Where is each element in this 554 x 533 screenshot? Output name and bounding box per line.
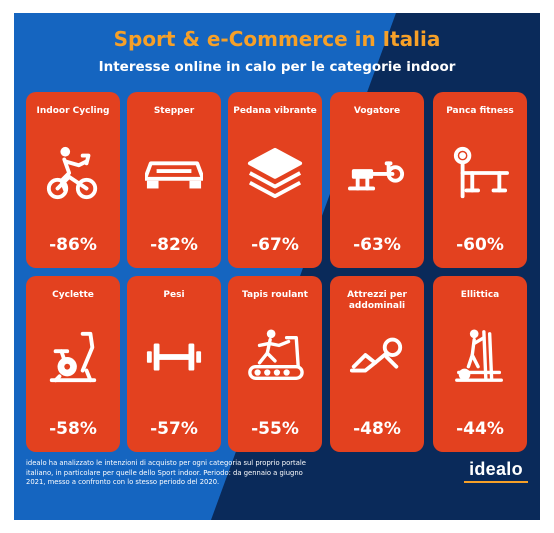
- rowing-machine-icon: [348, 161, 405, 191]
- stepper-icon: [145, 161, 203, 189]
- card-cyclette: Cyclette -58%: [26, 276, 120, 452]
- abs-equipment-icon: [349, 337, 403, 373]
- card-pedana-vibrante: Pedana vibrante -67%: [228, 92, 322, 268]
- treadmill-icon: [248, 329, 304, 380]
- page-subtitle: Interesse online in calo per le categori…: [98, 59, 456, 75]
- elliptical-icon: [455, 329, 503, 382]
- weight-bench-icon: [453, 146, 509, 199]
- card-label: Ellittica: [460, 290, 500, 300]
- card-value: -67%: [251, 235, 299, 255]
- dumbbell-icon: [146, 343, 202, 371]
- infographic: Sport & e-Commerce in Italia Interesse o…: [14, 13, 540, 520]
- card-ellittica: Ellittica -44%: [433, 276, 527, 452]
- card-panca-fitness: Panca fitness -60%: [433, 92, 527, 268]
- card-vogatore: Vogatore -63%: [330, 92, 424, 268]
- card-value: -58%: [49, 419, 97, 439]
- card-indoor-cycling: Indoor Cycling -86%: [26, 92, 120, 268]
- card-value: -86%: [49, 235, 97, 255]
- card-label: Indoor Cycling: [36, 106, 110, 116]
- card-value: -63%: [353, 235, 401, 255]
- vibration-plate-icon: [247, 147, 303, 199]
- card-value: -48%: [353, 419, 401, 439]
- card-tapis-roulant: Tapis roulant -55%: [228, 276, 322, 452]
- footnote: idealo ha analizzato le intenzioni di ac…: [26, 459, 306, 486]
- card-pesi: Pesi -57%: [127, 276, 221, 452]
- indoor-cycling-icon: [46, 146, 98, 200]
- card-label: Stepper: [153, 106, 195, 116]
- card-label: Vogatore: [353, 106, 401, 116]
- card-value: -57%: [150, 419, 198, 439]
- page-title: Sport & e-Commerce in Italia: [113, 27, 441, 51]
- card-attrezzi-addominali: Attrezzi per addominali -48%: [330, 276, 424, 452]
- card-value: -44%: [456, 419, 504, 439]
- card-label: Pesi: [163, 290, 185, 300]
- exercise-bike-icon: [49, 331, 97, 383]
- card-value: -55%: [251, 419, 299, 439]
- card-label: Panca fitness: [446, 106, 514, 116]
- card-label: Cyclette: [52, 290, 94, 300]
- card-label: Tapis roulant: [242, 290, 308, 300]
- card-label: Attrezzi per addominali: [347, 290, 407, 311]
- logo-text: idealo: [469, 459, 523, 479]
- card-label: Pedana vibrante: [233, 106, 317, 116]
- idealo-logo: idealo: [464, 459, 528, 483]
- card-value: -60%: [456, 235, 504, 255]
- card-value: -82%: [150, 235, 198, 255]
- logo-underline: [464, 481, 528, 483]
- card-stepper: Stepper -82%: [127, 92, 221, 268]
